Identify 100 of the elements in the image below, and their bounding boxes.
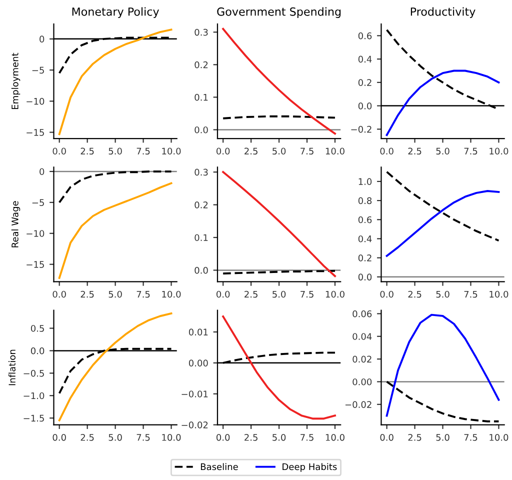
- x-tick-label: 10.0: [326, 290, 344, 298]
- line-series: [222, 171, 336, 278]
- y-tick-label: −10: [26, 98, 44, 105]
- y-tick-label: 0: [40, 168, 44, 176]
- y-tick-label: −1.5: [24, 414, 44, 422]
- x-tick-label: 7.5: [300, 290, 314, 298]
- x-tick-label: 0.0: [380, 290, 394, 298]
- y-tick-label: 0.2: [194, 202, 208, 208]
- y-tick-label: 0.0: [194, 266, 208, 274]
- x-tick-label: 10.0: [162, 290, 181, 298]
- x-tick-label: 10.0: [162, 434, 181, 441]
- y-tick-label: −0.5: [24, 370, 44, 377]
- y-tick-label: 0.3: [194, 28, 208, 36]
- y-tick-label: −5: [32, 199, 44, 206]
- y-tick-label: −0.2: [351, 126, 372, 133]
- y-tick-label: −0.02: [345, 401, 372, 408]
- x-tick-label: 2.5: [244, 290, 258, 298]
- legend-label: Baseline: [200, 463, 238, 470]
- y-tick-label: 0.2: [358, 79, 372, 86]
- x-tick-label: 2.5: [80, 434, 94, 441]
- x-tick-label: 7.5: [136, 434, 150, 441]
- chart-title: Productivity: [410, 7, 476, 18]
- x-tick-label: 10.0: [162, 148, 181, 155]
- y-tick-label: 0: [40, 36, 44, 42]
- y-tick-label: −10: [26, 230, 44, 237]
- line-series: [222, 316, 336, 420]
- y-tick-label: 0.00: [188, 360, 208, 366]
- chart-title: Government Spending: [217, 7, 341, 18]
- x-tick-label: 0.0: [52, 434, 66, 441]
- y-tick-label: 0.2: [358, 254, 372, 262]
- y-tick-label: 0.06: [352, 310, 372, 318]
- y-tick-label: 0.6: [358, 32, 372, 40]
- y-tick-label: 0.01: [188, 328, 208, 336]
- x-tick-label: 5.0: [272, 434, 286, 441]
- line-series: [222, 28, 336, 135]
- x-tick-label: 2.5: [244, 148, 258, 155]
- line-series: [386, 70, 500, 136]
- x-tick-label: 2.5: [408, 290, 422, 298]
- x-tick-label: 7.5: [300, 434, 314, 441]
- y-tick-label: −15: [26, 261, 44, 268]
- x-tick-label: 2.5: [80, 290, 94, 298]
- y-tick-label: 0.6: [358, 216, 372, 224]
- line-series: [58, 182, 172, 279]
- y-tick-label: 0.0: [358, 102, 372, 110]
- x-tick-label: 7.5: [464, 290, 478, 298]
- line-series: [58, 28, 172, 136]
- x-tick-label: 2.5: [244, 434, 258, 441]
- x-tick-label: 0.0: [52, 148, 66, 155]
- x-tick-label: 5.0: [108, 434, 122, 441]
- x-tick-label: 7.5: [136, 148, 150, 155]
- y-tick-label: 0.1: [194, 94, 208, 101]
- x-tick-label: 2.5: [408, 148, 422, 155]
- x-tick-label: 5.0: [272, 290, 286, 298]
- x-tick-label: 10.0: [326, 434, 344, 441]
- x-tick-label: 0.0: [380, 434, 394, 441]
- y-tick-label: −0.02: [182, 422, 208, 428]
- y-axis-title: Inflation: [8, 350, 16, 386]
- chart-title: Monetary Policy: [72, 7, 160, 18]
- y-axis-title: Real Wage: [11, 201, 20, 248]
- x-tick-label: 5.0: [108, 148, 122, 155]
- y-axis-title: Employment: [11, 52, 20, 109]
- x-tick-label: 0.0: [52, 290, 66, 298]
- x-tick-label: 10.0: [490, 290, 508, 298]
- x-tick-label: 10.0: [490, 148, 508, 155]
- y-tick-label: 0.2: [194, 61, 208, 68]
- line-series: [58, 312, 172, 422]
- y-tick-label: 1.0: [358, 178, 372, 186]
- y-tick-label: −1.0: [24, 392, 44, 400]
- x-tick-label: 0.0: [216, 434, 230, 441]
- x-tick-label: 0.0: [216, 148, 230, 155]
- y-tick-label: 0.00: [352, 378, 372, 386]
- y-tick-label: 0.02: [352, 356, 372, 363]
- y-tick-label: 0.4: [358, 235, 372, 242]
- line-series: [58, 348, 172, 394]
- y-tick-label: −5: [32, 66, 44, 74]
- legend-label: Deep Habits: [282, 463, 337, 472]
- y-tick-label: 0.0: [358, 274, 372, 280]
- x-tick-label: 7.5: [300, 148, 314, 155]
- x-tick-label: 10.0: [326, 148, 344, 155]
- x-tick-label: 0.0: [216, 290, 230, 298]
- x-tick-label: 7.5: [464, 434, 478, 441]
- y-tick-label: 0.5: [30, 324, 44, 332]
- y-tick-label: 0.04: [352, 333, 372, 340]
- x-tick-label: 10.0: [490, 434, 508, 441]
- x-tick-label: 5.0: [436, 290, 450, 298]
- line-series: [386, 190, 500, 257]
- line-series: [386, 170, 500, 242]
- y-tick-label: 0.3: [194, 168, 208, 176]
- line-series: [58, 170, 172, 204]
- x-tick-label: 2.5: [408, 434, 422, 441]
- x-tick-label: 0.0: [380, 148, 394, 155]
- x-tick-label: 7.5: [464, 148, 478, 155]
- x-tick-label: 2.5: [80, 148, 94, 155]
- y-tick-label: −15: [26, 129, 44, 136]
- x-tick-label: 5.0: [436, 434, 450, 441]
- y-tick-label: 0.1: [194, 234, 208, 242]
- y-tick-label: −0.01: [182, 390, 208, 398]
- y-tick-label: 0.4: [358, 56, 372, 63]
- x-tick-label: 5.0: [272, 148, 286, 155]
- x-tick-label: 7.5: [136, 290, 150, 298]
